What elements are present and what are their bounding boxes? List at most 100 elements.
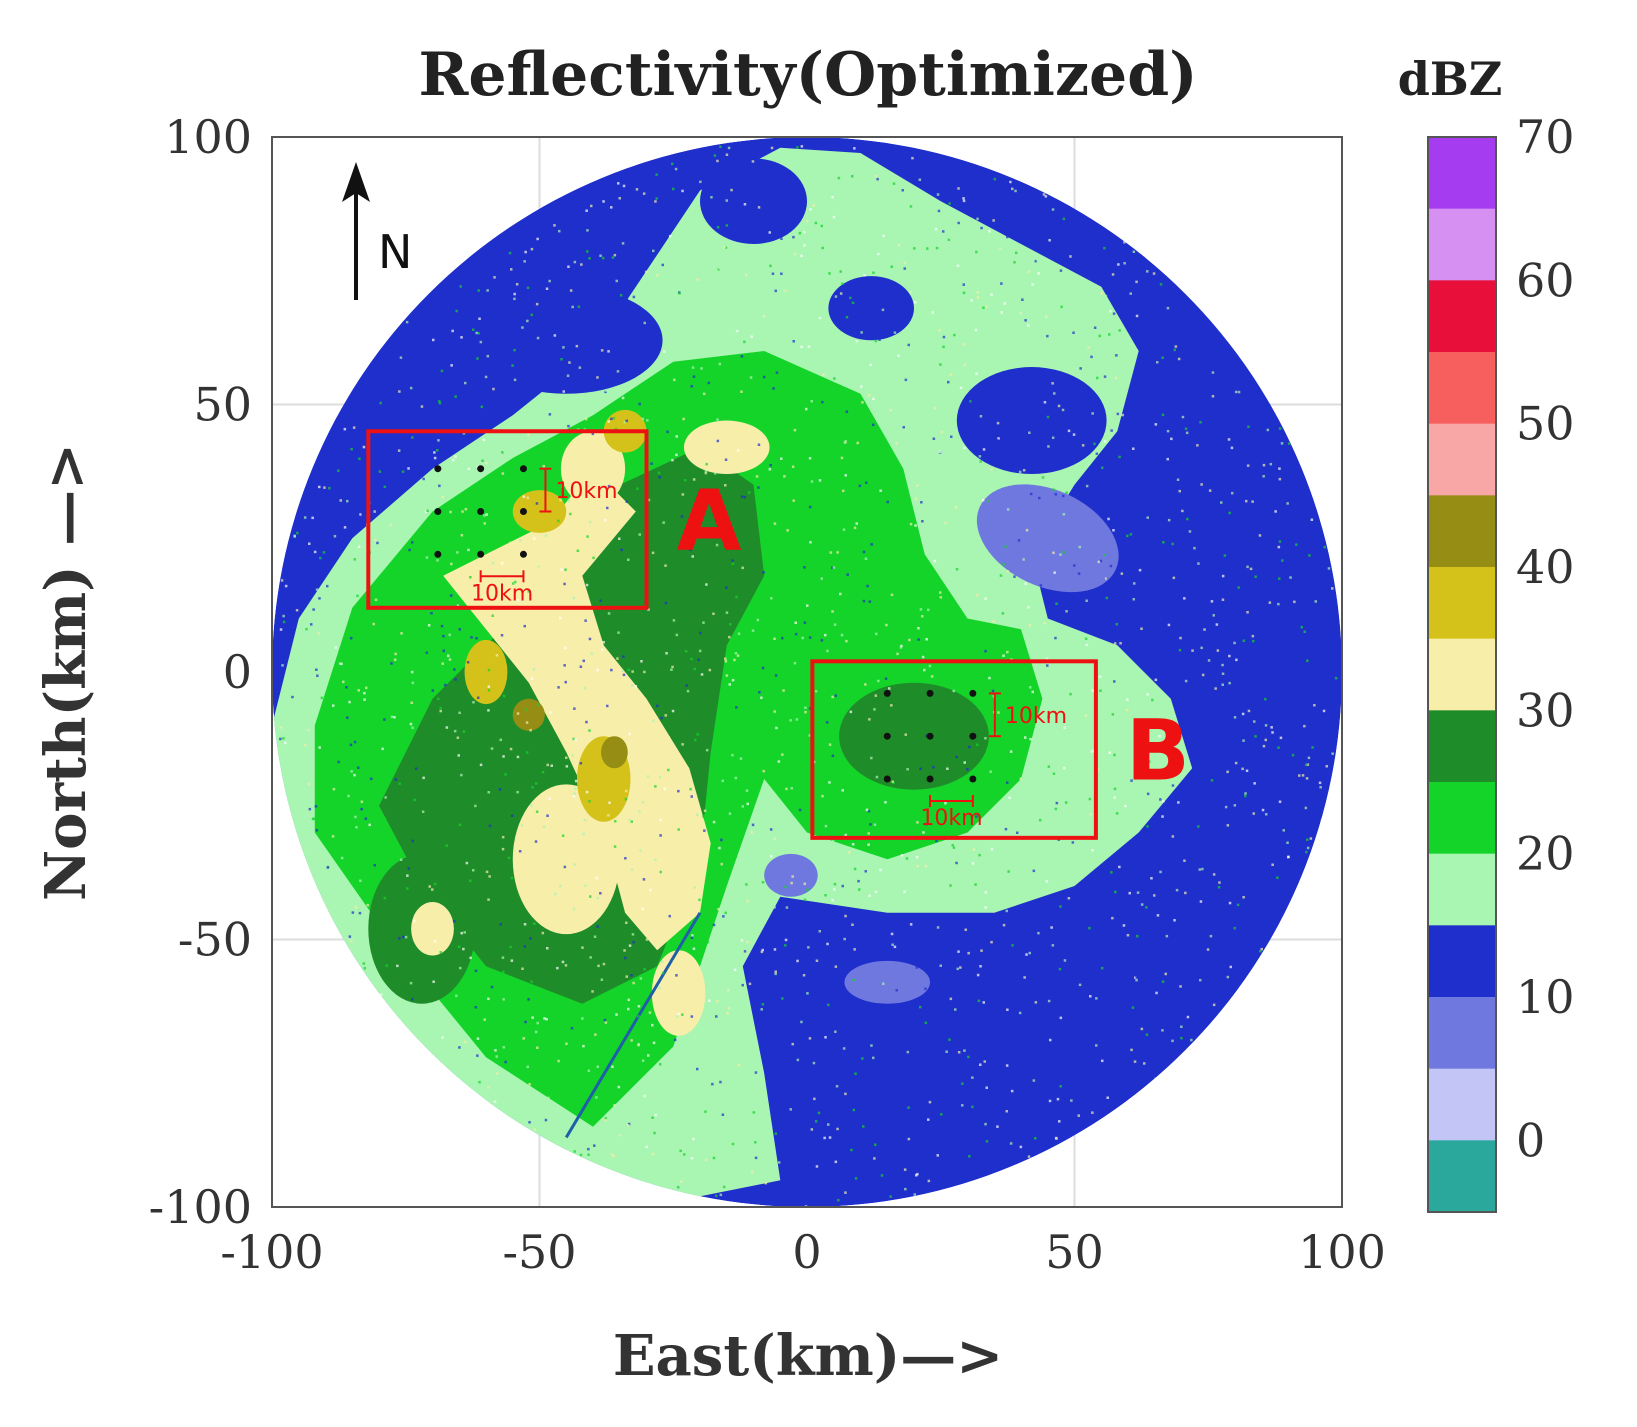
speckle-dot: [1132, 250, 1136, 253]
speckle-dot: [753, 381, 757, 385]
speckle-dot: [596, 925, 599, 928]
speckle-dot: [983, 1060, 986, 1063]
speckle-dot: [690, 795, 693, 798]
speckle-dot: [791, 875, 794, 878]
speckle-dot: [904, 733, 907, 736]
speckle-dot: [373, 510, 376, 513]
speckle-dot: [715, 1194, 718, 1198]
speckle-dot: [743, 950, 747, 953]
speckle-dot: [1051, 382, 1054, 385]
speckle-dot: [1229, 965, 1232, 969]
speckle-dot: [358, 911, 362, 915]
speckle-dot: [623, 421, 626, 424]
speckle-dot: [828, 272, 831, 275]
speckle-dot: [1201, 673, 1205, 677]
speckle-dot: [808, 505, 812, 509]
speckle-dot: [1014, 701, 1017, 705]
speckle-dot: [963, 475, 966, 479]
speckle-dot: [808, 636, 812, 639]
speckle-dot: [590, 204, 593, 208]
speckle-dot: [468, 363, 471, 366]
speckle-dot: [803, 244, 806, 247]
speckle-dot: [705, 1158, 708, 1162]
speckle-dot: [870, 756, 873, 760]
speckle-dot: [1130, 779, 1133, 782]
speckle-dot: [798, 808, 802, 812]
speckle-dot: [1140, 594, 1144, 597]
speckle-dot: [1079, 367, 1082, 370]
speckle-dot: [617, 1085, 621, 1089]
speckle-dot: [691, 555, 694, 558]
speckle-dot: [651, 551, 655, 555]
speckle-dot: [1107, 506, 1111, 510]
speckle-dot: [425, 556, 429, 559]
speckle-dot: [643, 1094, 646, 1098]
speckle-dot: [716, 418, 719, 421]
speckle-dot: [942, 335, 946, 339]
speckle-dot: [981, 498, 985, 502]
speckle-dot: [913, 1193, 916, 1196]
speckle-dot: [1052, 772, 1056, 775]
speckle-dot: [584, 884, 587, 887]
speckle-dot: [513, 378, 517, 382]
speckle-dot: [1296, 746, 1299, 749]
speckle-dot: [516, 755, 520, 759]
colorbar-bin: [1428, 853, 1496, 926]
speckle-dot: [1013, 656, 1017, 660]
speckle-dot: [432, 338, 435, 342]
speckle-dot: [792, 235, 795, 239]
speckle-dot: [1171, 1039, 1174, 1043]
speckle-dot: [317, 632, 321, 635]
speckle-dot: [1099, 559, 1103, 563]
speckle-dot: [651, 1023, 654, 1027]
speckle-dot: [1242, 639, 1246, 642]
speckle-dot: [868, 600, 872, 603]
speckle-dot: [1270, 726, 1273, 729]
speckle-dot: [399, 356, 403, 359]
speckle-dot: [913, 301, 917, 304]
speckle-dot: [831, 839, 835, 843]
speckle-dot: [1110, 429, 1113, 432]
speckle-dot: [529, 728, 532, 732]
scale-label-horizontal: 10km: [920, 806, 982, 831]
speckle-dot: [1265, 813, 1268, 816]
speckle-dot: [884, 677, 888, 680]
speckle-dot: [509, 541, 512, 544]
speckle-dot: [914, 524, 917, 527]
speckle-dot: [721, 1113, 725, 1116]
speckle-dot: [976, 217, 979, 221]
speckle-dot: [1170, 405, 1173, 408]
speckle-dot: [954, 506, 958, 509]
speckle-dot: [820, 941, 824, 944]
speckle-dot: [868, 394, 871, 397]
speckle-dot: [1061, 408, 1065, 412]
speckle-dot: [589, 956, 592, 959]
speckle-dot: [746, 1125, 750, 1129]
speckle-dot: [752, 1111, 756, 1114]
speckle-dot: [510, 268, 513, 271]
speckle-dot: [1185, 400, 1188, 403]
speckle-dot: [934, 339, 938, 342]
speckle-dot: [487, 685, 491, 688]
speckle-dot: [953, 333, 956, 337]
speckle-dot: [470, 345, 474, 349]
speckle-dot: [921, 655, 925, 659]
speckle-dot: [1208, 484, 1211, 487]
speckle-dot: [1183, 597, 1186, 600]
speckle-dot: [716, 439, 720, 443]
speckle-dot: [592, 556, 595, 560]
speckle-dot: [957, 1051, 961, 1054]
speckle-dot: [940, 1113, 943, 1116]
speckle-dot: [447, 654, 450, 658]
speckle-dot: [646, 419, 649, 422]
speckle-dot: [454, 602, 458, 606]
speckle-dot: [832, 566, 836, 569]
echo-gap-blue: [469, 286, 663, 394]
speckle-dot: [1008, 796, 1011, 800]
speckle-dot: [751, 629, 755, 632]
speckle-dot: [751, 823, 755, 827]
speckle-dot: [402, 935, 405, 939]
speckle-dot: [563, 664, 566, 667]
speckle-dot: [450, 364, 453, 367]
speckle-dot: [874, 694, 878, 697]
